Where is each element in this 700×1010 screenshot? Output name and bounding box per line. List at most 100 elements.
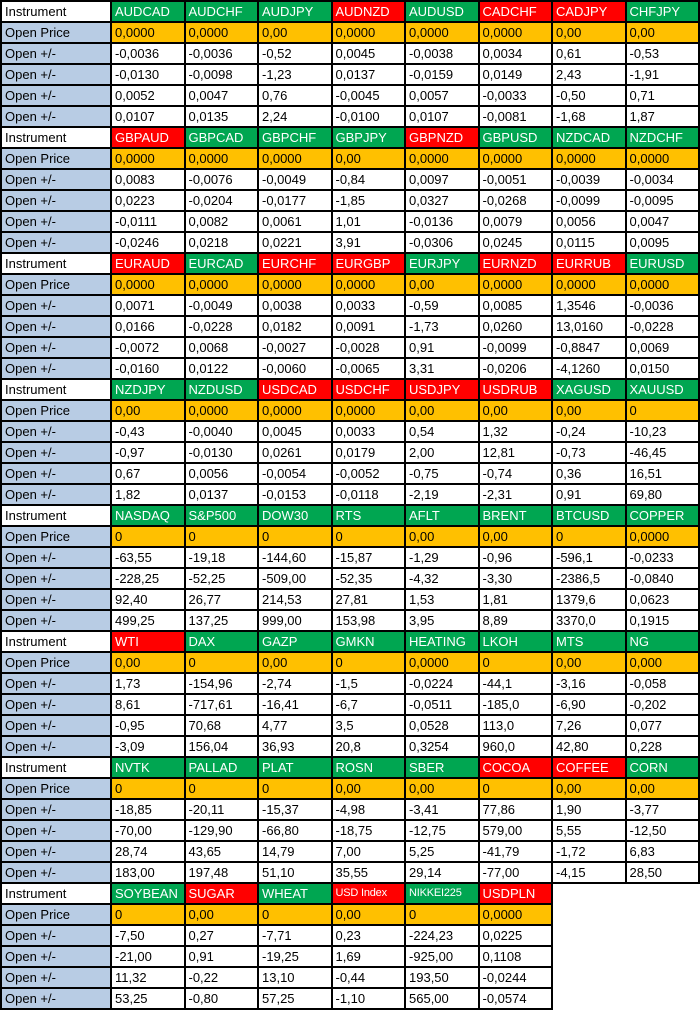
delta-cell[interactable]: -0,0099 — [551, 189, 627, 212]
delta-cell[interactable]: 0,0218 — [183, 231, 259, 254]
delta-cell[interactable]: 193,50 — [404, 966, 480, 989]
instrument-dax[interactable]: DAX — [183, 630, 259, 653]
row-label-open-delta[interactable]: Open +/- — [0, 735, 112, 758]
open-price-cell[interactable]: 0,0000 — [477, 903, 553, 926]
delta-cell[interactable]: -0,0268 — [477, 189, 553, 212]
delta-cell[interactable]: 0,0107 — [404, 105, 480, 128]
open-price-cell[interactable]: 0,00 — [257, 651, 333, 674]
delta-cell[interactable]: -52,25 — [183, 567, 259, 590]
delta-cell[interactable]: -717,61 — [183, 693, 259, 716]
delta-cell[interactable]: 156,04 — [183, 735, 259, 758]
delta-cell[interactable]: -144,60 — [257, 546, 333, 569]
open-price-cell[interactable]: 0 — [330, 651, 406, 674]
delta-cell[interactable]: -224,23 — [404, 924, 480, 947]
delta-cell[interactable]: -0,43 — [110, 420, 186, 443]
delta-cell[interactable]: -7,71 — [257, 924, 333, 947]
delta-cell[interactable]: -0,0233 — [624, 546, 700, 569]
delta-cell[interactable]: -228,25 — [110, 567, 186, 590]
open-price-cell[interactable]: 0 — [257, 777, 333, 800]
delta-cell[interactable]: 0,0034 — [477, 42, 553, 65]
delta-cell[interactable]: -0,0574 — [477, 987, 553, 1010]
delta-cell[interactable]: 26,77 — [183, 588, 259, 611]
delta-cell[interactable]: 3,5 — [330, 714, 406, 737]
delta-cell[interactable]: 14,79 — [257, 840, 333, 863]
delta-cell[interactable]: -52,35 — [330, 567, 406, 590]
instrument-eurgbp[interactable]: EURGBP — [330, 252, 406, 275]
delta-cell[interactable]: -0,24 — [551, 420, 627, 443]
delta-cell[interactable]: 0,0137 — [183, 483, 259, 506]
delta-cell[interactable]: 1379,6 — [551, 588, 627, 611]
delta-cell[interactable]: -15,87 — [330, 546, 406, 569]
row-label-open-delta[interactable]: Open +/- — [0, 84, 112, 107]
row-label-instrument[interactable]: Instrument — [0, 0, 112, 23]
instrument-soybean[interactable]: SOYBEAN — [110, 882, 186, 905]
delta-cell[interactable]: -77,00 — [477, 861, 553, 884]
row-label-instrument[interactable]: Instrument — [0, 882, 112, 905]
row-label-open-delta[interactable]: Open +/- — [0, 462, 112, 485]
instrument-audchf[interactable]: AUDCHF — [183, 0, 259, 23]
row-label-open-delta[interactable]: Open +/- — [0, 819, 112, 842]
open-price-cell[interactable]: 0,00 — [330, 777, 406, 800]
delta-cell[interactable]: 1,32 — [477, 420, 553, 443]
instrument-sber[interactable]: SBER — [404, 756, 480, 779]
instrument-gbpaud[interactable]: GBPAUD — [110, 126, 186, 149]
instrument-usdchf[interactable]: USDCHF — [330, 378, 406, 401]
instrument-s-p500[interactable]: S&P500 — [183, 504, 259, 527]
instrument-dow30[interactable]: DOW30 — [257, 504, 333, 527]
instrument-aflt[interactable]: AFLT — [404, 504, 480, 527]
open-price-cell[interactable]: 0 — [624, 399, 700, 422]
instrument-usdpln[interactable]: USDPLN — [477, 882, 553, 905]
open-price-cell[interactable]: 0,00 — [551, 651, 627, 674]
instrument-eurjpy[interactable]: EURJPY — [404, 252, 480, 275]
delta-cell[interactable]: -0,0130 — [183, 441, 259, 464]
instrument-eurusd[interactable]: EURUSD — [624, 252, 700, 275]
open-price-cell[interactable]: 0 — [477, 777, 553, 800]
delta-cell[interactable]: 1,01 — [330, 210, 406, 233]
delta-cell[interactable]: -0,0511 — [404, 693, 480, 716]
delta-cell[interactable]: 51,10 — [257, 861, 333, 884]
delta-cell[interactable]: 153,98 — [330, 609, 406, 632]
delta-cell[interactable]: 0,0528 — [404, 714, 480, 737]
delta-cell[interactable]: -0,0076 — [183, 168, 259, 191]
delta-cell[interactable]: -41,79 — [477, 840, 553, 863]
delta-cell[interactable]: -0,0118 — [330, 483, 406, 506]
delta-cell[interactable]: 16,51 — [624, 462, 700, 485]
open-price-cell[interactable]: 0,0000 — [110, 273, 186, 296]
instrument-heating[interactable]: HEATING — [404, 630, 480, 653]
instrument-eurrub[interactable]: EURRUB — [551, 252, 627, 275]
open-price-cell[interactable]: 0 — [110, 777, 186, 800]
delta-cell[interactable]: 28,74 — [110, 840, 186, 863]
delta-cell[interactable]: -70,00 — [110, 819, 186, 842]
delta-cell[interactable]: 1,3546 — [551, 294, 627, 317]
delta-cell[interactable]: 960,0 — [477, 735, 553, 758]
instrument-eurcad[interactable]: EURCAD — [183, 252, 259, 275]
open-price-cell[interactable]: 0 — [257, 903, 333, 926]
delta-cell[interactable]: 113,0 — [477, 714, 553, 737]
delta-cell[interactable]: 4,77 — [257, 714, 333, 737]
delta-cell[interactable]: 0,0079 — [477, 210, 553, 233]
open-price-cell[interactable]: 0 — [404, 903, 480, 926]
delta-cell[interactable]: 0,0045 — [257, 420, 333, 443]
delta-cell[interactable]: -0,0177 — [257, 189, 333, 212]
delta-cell[interactable]: -0,0028 — [330, 336, 406, 359]
instrument-audusd[interactable]: AUDUSD — [404, 0, 480, 23]
open-price-cell[interactable]: 0,0000 — [257, 147, 333, 170]
delta-cell[interactable]: -19,25 — [257, 945, 333, 968]
delta-cell[interactable]: -0,0246 — [110, 231, 186, 254]
row-label-open-delta[interactable]: Open +/- — [0, 840, 112, 863]
delta-cell[interactable]: 0,0056 — [551, 210, 627, 233]
delta-cell[interactable]: -1,10 — [330, 987, 406, 1010]
row-label-open-delta[interactable]: Open +/- — [0, 546, 112, 569]
instrument-pallad[interactable]: PALLAD — [183, 756, 259, 779]
delta-cell[interactable]: -4,98 — [330, 798, 406, 821]
open-price-cell[interactable]: 0,00 — [551, 777, 627, 800]
delta-cell[interactable]: 57,25 — [257, 987, 333, 1010]
delta-cell[interactable]: -0,0038 — [404, 42, 480, 65]
delta-cell[interactable]: -0,75 — [404, 462, 480, 485]
delta-cell[interactable]: 2,24 — [257, 105, 333, 128]
delta-cell[interactable]: 0,0182 — [257, 315, 333, 338]
delta-cell[interactable]: -4,32 — [404, 567, 480, 590]
row-label-open-delta[interactable]: Open +/- — [0, 441, 112, 464]
delta-cell[interactable]: 0,91 — [183, 945, 259, 968]
delta-cell[interactable]: -0,53 — [624, 42, 700, 65]
